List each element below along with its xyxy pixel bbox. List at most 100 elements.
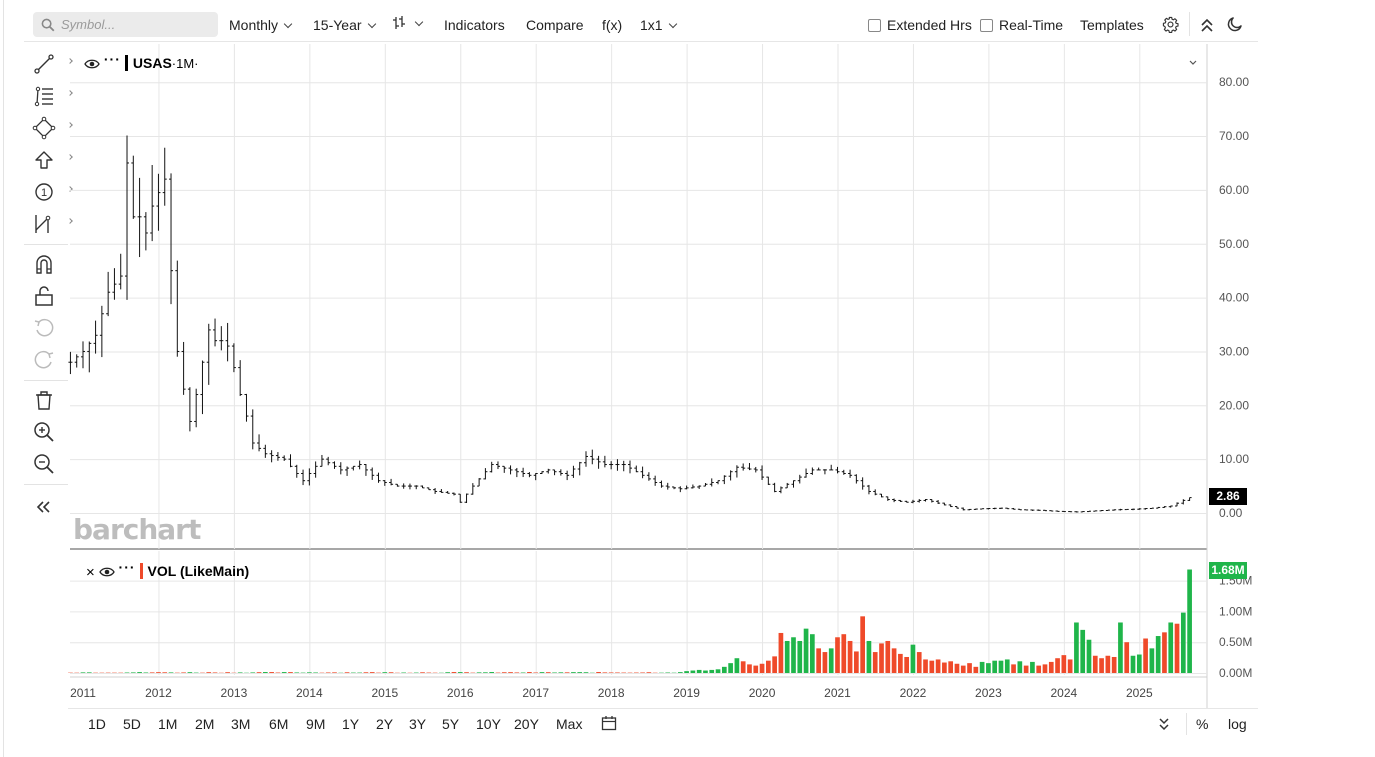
- unlock-icon: [35, 286, 53, 306]
- range-button-3m[interactable]: 3M: [231, 716, 251, 732]
- range-button-5y[interactable]: 5Y: [442, 716, 460, 732]
- range-button-3y[interactable]: 3Y: [409, 716, 427, 732]
- moon-icon[interactable]: [1226, 15, 1244, 33]
- chart-type-dropdown[interactable]: [392, 15, 424, 31]
- log-toggle[interactable]: log: [1228, 716, 1247, 732]
- range-button-10y[interactable]: 10Y: [476, 716, 501, 732]
- double-chevron-down-icon[interactable]: [1158, 717, 1170, 731]
- shapes-tool[interactable]: [32, 116, 73, 142]
- volume-legend: × ··· VOL (LikeMain): [86, 559, 249, 581]
- period-dropdown[interactable]: 15-Year: [313, 17, 376, 33]
- volume-bar: [281, 672, 287, 673]
- symbol-search[interactable]: [33, 12, 218, 37]
- volume-bar: [288, 672, 293, 673]
- eye-icon[interactable]: [84, 58, 100, 70]
- range-button-5d[interactable]: 5D: [123, 716, 141, 732]
- close-icon[interactable]: ×: [86, 564, 95, 581]
- range-button-2m[interactable]: 2M: [195, 716, 215, 732]
- legend-expand-chevron-icon[interactable]: [1188, 59, 1198, 67]
- more-options-icon[interactable]: ···: [118, 559, 136, 575]
- range-button-1m[interactable]: 1M: [158, 716, 178, 732]
- volume-bar: [1105, 655, 1111, 673]
- magnet-tool[interactable]: [32, 252, 66, 278]
- range-button-9m[interactable]: 9M: [306, 716, 326, 732]
- range-bar: 1D 5D 1M 2M 3M 6M 9M 1Y 2Y 3Y 5Y 10Y 20Y Max % log: [68, 708, 1258, 736]
- collapse-up-icon[interactable]: [1200, 17, 1214, 33]
- volume-bar: [332, 672, 337, 673]
- checkbox-icon[interactable]: [980, 19, 993, 32]
- line-tool-icon: [34, 54, 54, 74]
- delete-tool[interactable]: [32, 388, 66, 414]
- y-tick-label: 10.00: [1219, 452, 1249, 466]
- volume-bar: [143, 672, 149, 673]
- legend-symbol: USAS: [132, 55, 172, 71]
- x-tick-label: 2023: [975, 686, 1002, 700]
- volume-bar: [325, 672, 331, 673]
- range-button-1y[interactable]: 1Y: [342, 716, 360, 732]
- eye-icon[interactable]: [98, 566, 115, 578]
- volume-bar: [1074, 622, 1079, 673]
- extended-hrs-label: Extended Hrs: [887, 17, 972, 33]
- layout-dropdown[interactable]: 1x1: [640, 17, 677, 33]
- window-edge: [0, 0, 4, 757]
- series-color-swatch: [124, 55, 128, 71]
- checkbox-icon[interactable]: [868, 19, 881, 32]
- trend-line-tool[interactable]: [32, 52, 73, 78]
- zoom-out-tool[interactable]: [32, 452, 66, 478]
- collapse-toolbar-button[interactable]: [32, 495, 66, 521]
- redo-tool[interactable]: [32, 348, 66, 374]
- annotation-tool[interactable]: 1: [32, 180, 73, 206]
- volume-bar: [854, 651, 859, 673]
- fibonacci-icon: [34, 86, 53, 107]
- volume-bar: [80, 672, 86, 673]
- indicators-button[interactable]: Indicators: [444, 17, 505, 33]
- range-button-20y[interactable]: 20Y: [514, 716, 539, 732]
- extended-hrs-toggle[interactable]: Extended Hrs: [868, 17, 972, 33]
- volume-bar: [445, 672, 451, 673]
- magnet-icon: [36, 255, 52, 274]
- calendar-icon[interactable]: [601, 715, 617, 731]
- x-tick-label: 2015: [371, 686, 398, 700]
- volume-bar: [992, 660, 998, 673]
- x-tick-label: 2011: [70, 686, 96, 700]
- volume-bar: [954, 663, 960, 673]
- volume-bar: [866, 640, 872, 673]
- tool-separator: [24, 244, 68, 245]
- volume-bar: [527, 672, 532, 673]
- volume-bar: [237, 672, 243, 673]
- volume-bar: [1111, 656, 1117, 673]
- compare-button[interactable]: Compare: [526, 17, 584, 33]
- undo-tool[interactable]: [32, 316, 66, 342]
- volume-bar: [1124, 642, 1130, 673]
- volume-bar: [822, 652, 828, 673]
- range-button-6m[interactable]: 6M: [269, 716, 289, 732]
- interval-dropdown[interactable]: Monthly: [229, 17, 293, 33]
- lock-tool[interactable]: [32, 284, 66, 310]
- volume-bar: [571, 672, 576, 673]
- volume-bar: [344, 672, 350, 673]
- templates-button[interactable]: Templates: [1080, 17, 1144, 33]
- x-tick-label: 2012: [145, 686, 172, 700]
- volume-bar: [564, 672, 570, 673]
- zoom-in-tool[interactable]: [32, 420, 66, 446]
- range-button-1d[interactable]: 1D: [88, 716, 106, 732]
- symbol-input[interactable]: [59, 15, 209, 34]
- arrow-tool[interactable]: [32, 148, 73, 174]
- percent-toggle[interactable]: %: [1196, 716, 1209, 732]
- grid: [70, 44, 1208, 708]
- volume-bar: [615, 672, 620, 673]
- volume-y-tick-label: 0.00M: [1219, 666, 1252, 680]
- range-button-max[interactable]: Max: [556, 716, 583, 732]
- fib-tool[interactable]: [32, 84, 73, 110]
- range-button-2y[interactable]: 2Y: [376, 716, 394, 732]
- more-options-icon[interactable]: ···: [103, 51, 121, 67]
- volume-bar: [765, 660, 771, 673]
- gear-icon[interactable]: [1162, 16, 1179, 33]
- function-button[interactable]: f(x): [602, 17, 623, 33]
- volume-bar: [1180, 612, 1186, 673]
- real-time-toggle[interactable]: Real-Time: [980, 17, 1063, 33]
- volume-bar: [1187, 569, 1192, 673]
- tool-separator: [24, 380, 68, 381]
- measure-tool[interactable]: [32, 212, 73, 238]
